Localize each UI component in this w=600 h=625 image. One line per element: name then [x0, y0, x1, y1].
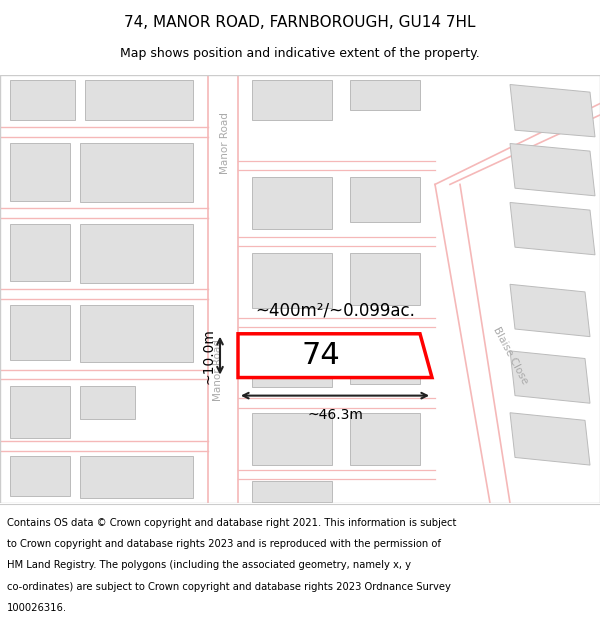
Text: to Crown copyright and database rights 2023 and is reproduced with the permissio: to Crown copyright and database rights 2…: [7, 539, 441, 549]
Polygon shape: [350, 412, 420, 465]
Polygon shape: [510, 284, 590, 337]
Polygon shape: [10, 144, 70, 201]
Text: HM Land Registry. The polygons (including the associated geometry, namely x, y: HM Land Registry. The polygons (includin…: [7, 561, 411, 571]
Polygon shape: [435, 184, 510, 503]
Polygon shape: [350, 177, 420, 222]
Polygon shape: [85, 80, 193, 120]
Polygon shape: [10, 224, 70, 281]
Polygon shape: [10, 386, 70, 438]
Text: 100026316.: 100026316.: [7, 603, 67, 613]
Text: ~400m²/~0.099ac.: ~400m²/~0.099ac.: [255, 302, 415, 320]
Polygon shape: [0, 208, 208, 217]
Text: 74: 74: [302, 341, 340, 370]
Text: co-ordinates) are subject to Crown copyright and database rights 2023 Ordnance S: co-ordinates) are subject to Crown copyr…: [7, 582, 451, 592]
Polygon shape: [252, 481, 332, 502]
Polygon shape: [435, 104, 600, 184]
Polygon shape: [252, 177, 332, 229]
Polygon shape: [10, 456, 70, 496]
Polygon shape: [80, 305, 193, 362]
Polygon shape: [80, 456, 193, 498]
Text: Contains OS data © Crown copyright and database right 2021. This information is : Contains OS data © Crown copyright and d…: [7, 518, 457, 528]
Text: Blaise Close: Blaise Close: [491, 326, 529, 386]
Polygon shape: [80, 386, 135, 419]
Polygon shape: [0, 370, 208, 379]
Polygon shape: [350, 80, 420, 110]
Polygon shape: [510, 412, 590, 465]
Text: 74, MANOR ROAD, FARNBOROUGH, GU14 7HL: 74, MANOR ROAD, FARNBOROUGH, GU14 7HL: [124, 15, 476, 30]
Polygon shape: [80, 144, 193, 202]
Polygon shape: [80, 224, 193, 283]
Polygon shape: [10, 305, 70, 361]
Text: Manor Road: Manor Road: [213, 339, 223, 401]
Polygon shape: [252, 253, 332, 308]
Polygon shape: [510, 202, 595, 255]
Text: Map shows position and indicative extent of the property.: Map shows position and indicative extent…: [120, 48, 480, 61]
Text: Manor Road: Manor Road: [220, 112, 230, 174]
Polygon shape: [252, 412, 332, 465]
Polygon shape: [0, 441, 208, 451]
Polygon shape: [350, 332, 420, 384]
Polygon shape: [510, 351, 590, 403]
Polygon shape: [252, 80, 332, 120]
Polygon shape: [510, 144, 595, 196]
Text: ~46.3m: ~46.3m: [307, 408, 363, 422]
Polygon shape: [252, 332, 332, 387]
Polygon shape: [510, 84, 595, 137]
Polygon shape: [238, 334, 432, 378]
Polygon shape: [0, 127, 208, 137]
Text: ~10.0m: ~10.0m: [202, 328, 216, 384]
Polygon shape: [10, 80, 75, 120]
Polygon shape: [208, 75, 238, 503]
Polygon shape: [0, 289, 208, 299]
Polygon shape: [350, 253, 420, 305]
